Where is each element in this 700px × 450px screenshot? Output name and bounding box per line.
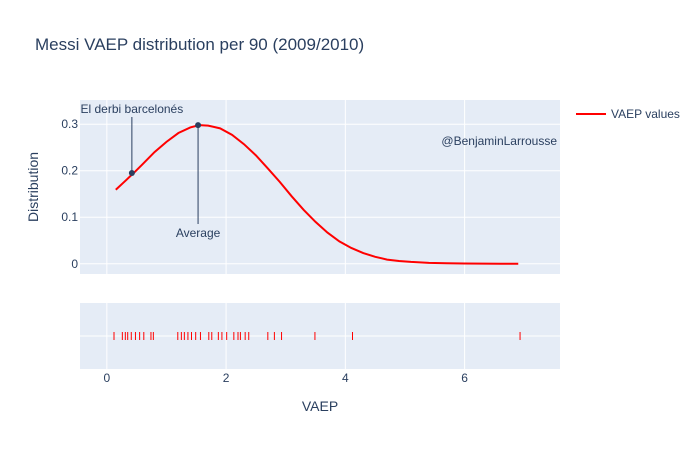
- x-tick-label: 4: [342, 371, 349, 385]
- annotation-layer: El derbi barcelonés Average: [81, 102, 221, 240]
- y-tick-label: 0: [71, 257, 78, 271]
- annotation-label-average: Average: [176, 226, 221, 240]
- main-plot-area: [80, 100, 560, 274]
- legend[interactable]: VAEP values: [576, 107, 680, 121]
- legend-label-vaep-values: VAEP values: [611, 107, 680, 121]
- annotation-label-derbi: El derbi barcelonés: [81, 102, 184, 116]
- annotation-marker-average: [195, 122, 202, 129]
- grid-layer: [80, 100, 560, 369]
- y-axis-title: Distribution: [25, 152, 41, 222]
- y-tick-label: 0.1: [61, 210, 78, 224]
- rug-layer: [113, 332, 521, 340]
- x-tick-label: 6: [461, 371, 468, 385]
- x-tick-label: 2: [223, 371, 230, 385]
- tick-layer: 0 2 4 6 0 0.1 0.2 0.3: [61, 117, 468, 385]
- y-tick-label: 0.3: [61, 117, 78, 131]
- x-tick-label: 0: [103, 371, 110, 385]
- series-line-vaep-values: [115, 124, 519, 265]
- annotation-marker-derbi: [128, 170, 135, 177]
- watermark-annotation: @BenjaminLarrousse: [441, 134, 557, 148]
- y-tick-label: 0.2: [61, 164, 78, 178]
- x-axis-title: VAEP: [302, 398, 338, 414]
- chart-title: Messi VAEP distribution per 90 (2009/201…: [35, 35, 364, 54]
